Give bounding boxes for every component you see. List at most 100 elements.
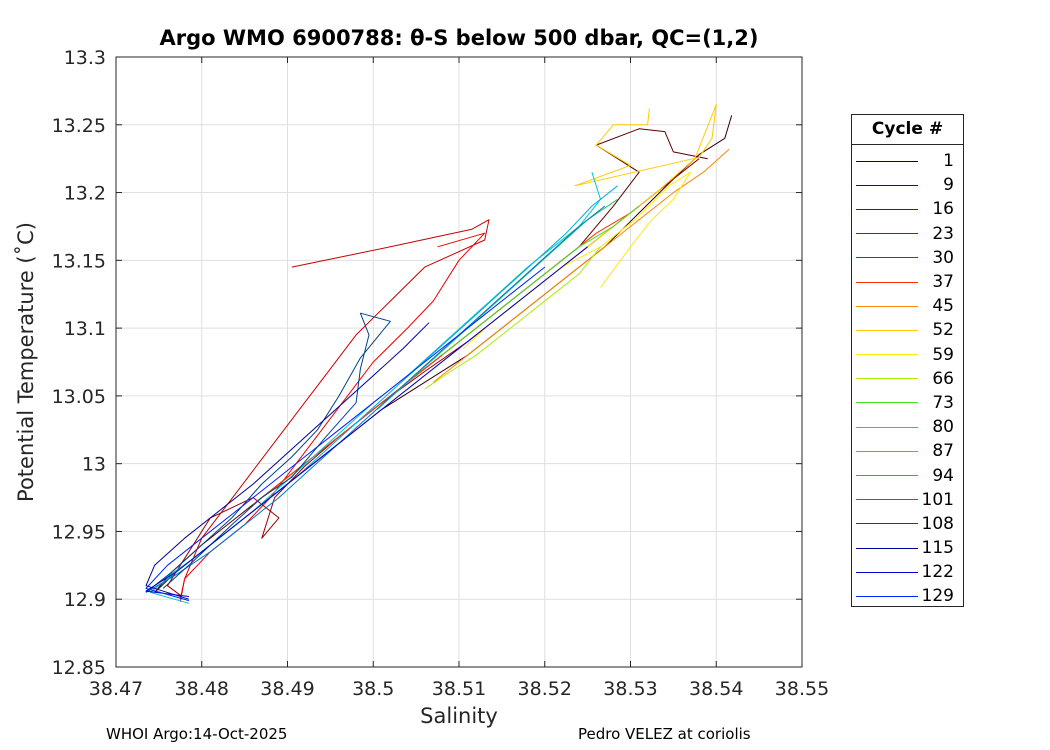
- legend-item-cycle-9: 9: [852, 173, 963, 197]
- legend-item-cycle-23: 23: [852, 222, 963, 246]
- y-tick-label: 12.95: [52, 521, 106, 543]
- legend-item-cycle-16: 16: [852, 197, 963, 221]
- x-tick-label: 38.5: [352, 678, 394, 700]
- legend-swatch: [856, 378, 918, 380]
- x-axis-label: Salinity: [420, 704, 498, 728]
- legend-label: 108: [921, 513, 954, 534]
- x-tick-label: 38.55: [775, 678, 829, 700]
- grid-lines: [115, 56, 803, 668]
- legend-item-cycle-115: 115: [852, 536, 963, 560]
- legend-label: 129: [921, 586, 954, 607]
- y-tick-label: 12.9: [64, 589, 106, 611]
- legend-item-cycle-108: 108: [852, 512, 963, 536]
- series-line-cycle-23: [179, 219, 490, 600]
- legend-item-cycle-52: 52: [852, 318, 963, 342]
- legend-swatch: [856, 184, 918, 186]
- y-axis-label: Potential Temperature (˚C): [14, 222, 38, 502]
- legend-swatch: [856, 547, 918, 549]
- x-tick-label: 38.49: [260, 678, 314, 700]
- series-line-cycle-30: [179, 232, 486, 602]
- legend-label: 30: [932, 247, 954, 268]
- legend-label: 73: [932, 392, 954, 413]
- legend-label: 37: [932, 272, 954, 293]
- legend-item-cycle-37: 37: [852, 270, 963, 294]
- legend-label: 9: [943, 175, 954, 196]
- legend: Cycle # 1 9 16 23 30 37 45 52 59 66 73 80 87 94 101 108…: [851, 114, 964, 607]
- legend-label: 94: [932, 465, 954, 486]
- legend-swatch: [856, 402, 918, 404]
- x-tick-label: 38.54: [689, 678, 743, 700]
- x-tick-label: 38.52: [518, 678, 572, 700]
- x-axis-ticks: 38.47 38.48 38.49 38.5 38.51 38.52 38.53 38.54 3…: [89, 57, 829, 700]
- legend-item-cycle-87: 87: [852, 439, 963, 463]
- legend-swatch: [856, 257, 918, 259]
- legend-item-cycle-1: 1: [852, 149, 963, 173]
- series-line-cycle-80: [377, 198, 618, 410]
- x-tick-label: 38.48: [175, 678, 229, 700]
- x-tick-label: 38.47: [89, 678, 143, 700]
- legend-swatch: [856, 281, 918, 283]
- legend-label: 80: [932, 417, 954, 438]
- legend-label: 45: [932, 296, 954, 317]
- y-tick-label: 13.3: [64, 47, 106, 69]
- series-line-cycle-101: [145, 205, 606, 593]
- y-tick-label: 13: [82, 454, 106, 476]
- series-line-cycle-122: [145, 246, 588, 597]
- legend-label: 101: [921, 489, 954, 510]
- legend-label: 115: [921, 538, 954, 559]
- legend-swatch: [856, 450, 918, 452]
- legend-item-cycle-45: 45: [852, 294, 963, 318]
- legend-item-cycle-73: 73: [852, 391, 963, 415]
- series-line-cycle-115: [145, 322, 430, 600]
- legend-swatch: [856, 426, 918, 428]
- footer-credit-right: Pedro VELEZ at coriolis: [578, 725, 751, 743]
- legend-swatch: [856, 208, 918, 210]
- legend-item-cycle-30: 30: [852, 246, 963, 270]
- legend-swatch: [856, 499, 918, 501]
- y-tick-label: 13.15: [52, 250, 106, 272]
- legend-item-cycle-122: 122: [852, 560, 963, 584]
- legend-item-cycle-129: 129: [852, 584, 963, 608]
- x-tick-label: 38.51: [432, 678, 486, 700]
- legend-item-cycle-101: 101: [852, 488, 963, 512]
- legend-swatch: [856, 233, 918, 235]
- legend-swatch: [856, 305, 918, 307]
- legend-swatch: [856, 571, 918, 573]
- y-tick-label: 13.2: [64, 183, 106, 205]
- series-line-cycle-94: [154, 185, 618, 587]
- series-line-cycle-129: [145, 266, 546, 602]
- legend-items: 1 9 16 23 30 37 45 52 59 66 73 80 87 94 101 108 115 122 12…: [852, 145, 963, 609]
- y-tick-label: 13.25: [52, 115, 106, 137]
- legend-label: 23: [932, 223, 954, 244]
- legend-label: 1: [943, 151, 954, 172]
- legend-item-cycle-80: 80: [852, 415, 963, 439]
- legend-swatch: [856, 523, 918, 525]
- series-lines: [145, 103, 733, 604]
- y-tick-label: 12.85: [52, 657, 106, 679]
- legend-label: 66: [932, 368, 954, 389]
- y-tick-label: 13.1: [64, 318, 106, 340]
- legend-swatch: [856, 354, 918, 356]
- legend-swatch: [856, 160, 918, 162]
- legend-item-cycle-66: 66: [852, 367, 963, 391]
- x-tick-label: 38.53: [603, 678, 657, 700]
- series-line-cycle-37: [252, 192, 657, 505]
- legend-item-cycle-94: 94: [852, 463, 963, 487]
- y-tick-label: 13.05: [52, 386, 106, 408]
- legend-title: Cycle #: [852, 115, 963, 145]
- legend-label: 87: [932, 441, 954, 462]
- legend-label: 59: [932, 344, 954, 365]
- legend-label: 52: [932, 320, 954, 341]
- series-line-cycle-45: [432, 148, 730, 383]
- legend-item-cycle-59: 59: [852, 343, 963, 367]
- series-line-cycle-66: [424, 246, 601, 390]
- footer-credit-left: WHOI Argo:14-Oct-2025: [106, 725, 288, 743]
- legend-label: 122: [921, 562, 954, 583]
- legend-label: 16: [932, 199, 954, 220]
- legend-swatch: [856, 595, 918, 597]
- series-line-cycle-73: [441, 205, 640, 356]
- y-axis-ticks: 12.85 12.9 12.95 13 13.05 13.1 13.15 13.2 13.25 1…: [52, 47, 802, 679]
- chart-title: Argo WMO 6900788: θ-S below 500 dbar, QC…: [159, 26, 759, 50]
- legend-swatch: [856, 475, 918, 477]
